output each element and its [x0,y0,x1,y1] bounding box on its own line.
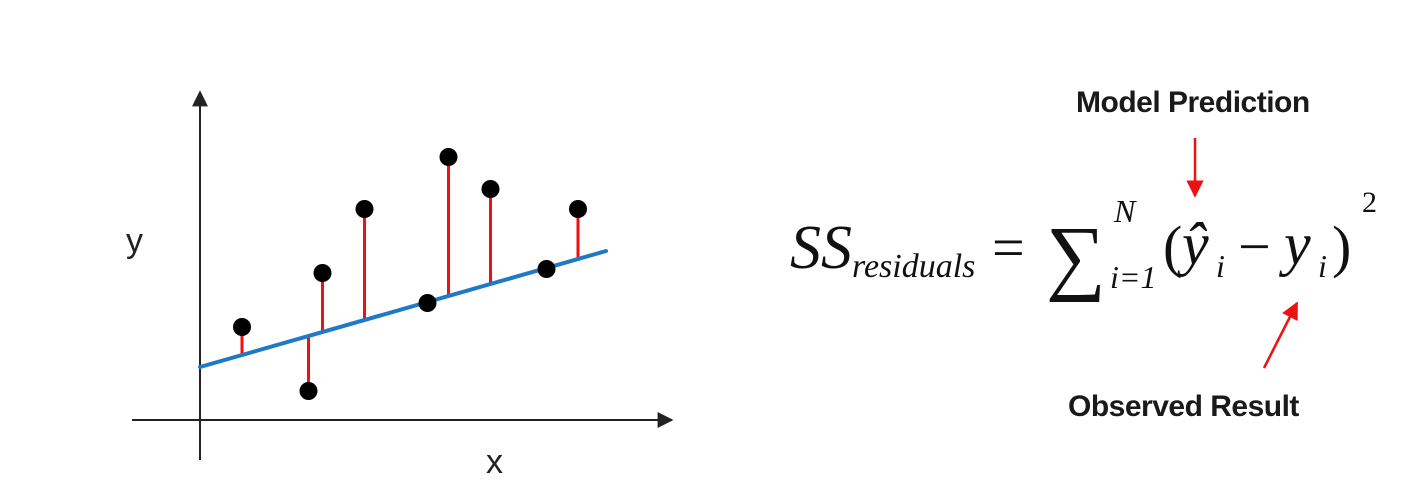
formula-lhs-subscript: residuals [852,248,975,285]
scatter-plot: y x [126,90,674,481]
summation-symbol: ∑ [1046,210,1106,303]
model-prediction-label: Model Prediction [1076,86,1310,119]
data-point [355,200,374,218]
formula-close-paren: ) [1332,214,1351,279]
data-points [233,148,587,400]
formula-y-hat: ŷ [1176,211,1209,277]
data-point [233,318,251,336]
data-point [439,148,458,166]
formula-exponent: 2 [1362,186,1377,219]
data-point [537,260,556,278]
formula-y-subscript: i [1318,248,1327,284]
data-point [299,382,318,400]
formula-minus: − [1238,214,1271,279]
formula-lhs: SS [790,214,852,282]
residual-sum-of-squares-formula: SS residuals = ∑ N i=1 ( ŷ i − y i ) 2 [790,186,1377,303]
data-point [569,200,587,218]
y-axis-label: y [126,222,143,260]
formula-equals: = [992,215,1025,280]
sum-lower-limit: i=1 [1110,259,1156,295]
data-point [481,180,500,198]
data-point [313,264,332,282]
formula-open-paren: ( [1163,214,1182,279]
observed-result-label: Observed Result [1068,390,1299,423]
formula-y: y [1278,211,1311,277]
observed-result-arrow [1262,301,1299,369]
sum-upper-limit: N [1113,193,1137,229]
data-point [418,294,437,312]
x-axis-label: x [486,443,503,481]
formula-y-hat-subscript: i [1216,248,1225,284]
